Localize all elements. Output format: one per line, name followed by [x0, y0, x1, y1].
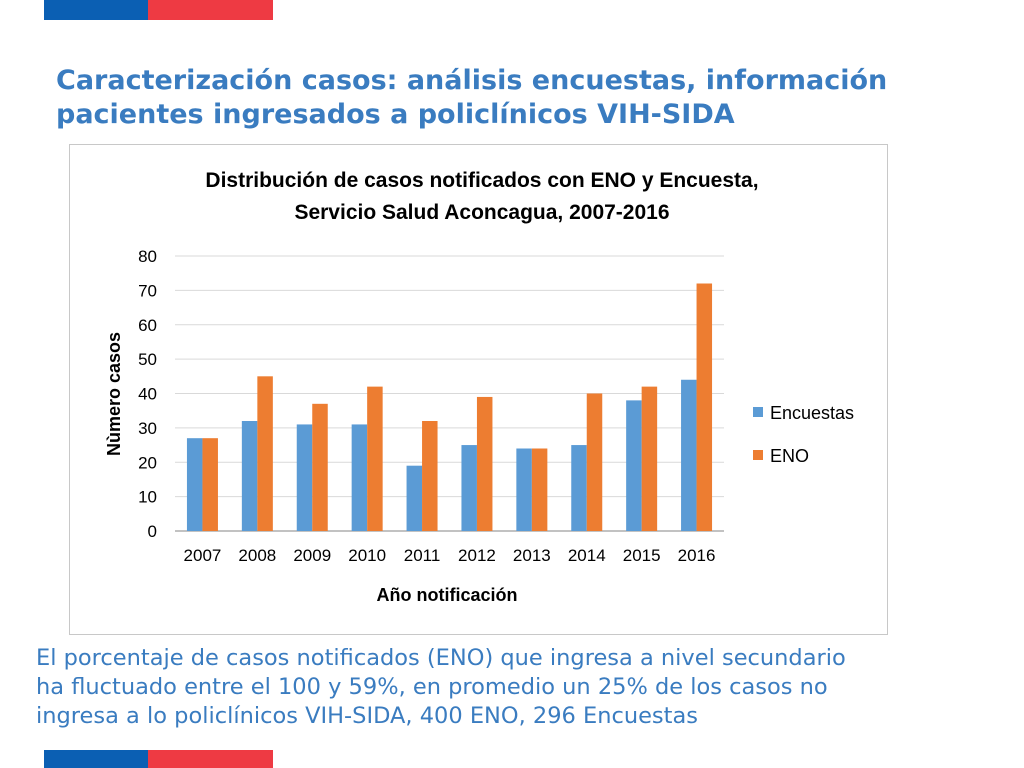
- bar-encuestas-2013: [516, 448, 532, 531]
- bar-layer: [186, 283, 713, 531]
- flag-blue-segment: [44, 0, 148, 20]
- bar-eno-2009: [312, 403, 328, 531]
- y-tick-label: 80: [138, 247, 157, 266]
- y-tick-label: 10: [138, 488, 157, 507]
- bar-eno-2012: [476, 396, 493, 531]
- x-tick-label: 2007: [184, 546, 222, 565]
- caption-line-2: ha fluctuado entre el 100 y 59%, en prom…: [36, 674, 828, 700]
- bar-chart: 0 10 20 30 40 50 60 70 80 2007 2008 2009 2010 2011 201…: [104, 169, 854, 605]
- x-tick-label: 2008: [238, 546, 276, 565]
- slide-caption: El porcentaje de casos notificados (ENO)…: [36, 644, 996, 731]
- bar-encuestas-2008: [241, 421, 258, 531]
- x-tick-label: 2009: [293, 546, 331, 565]
- bar-eno-2014: [586, 393, 603, 531]
- y-axis-label: Nùmero casos: [104, 332, 124, 456]
- y-tick-label: 60: [138, 316, 157, 335]
- bar-eno-2013: [531, 448, 548, 531]
- x-axis-label: Año notificación: [377, 585, 518, 605]
- bar-encuestas-2009: [296, 424, 313, 531]
- y-tick-label: 70: [138, 281, 157, 300]
- caption-line-1: El porcentaje de casos notificados (ENO)…: [36, 645, 846, 671]
- bar-eno-2008: [257, 376, 273, 531]
- y-tick-label: 50: [138, 350, 157, 369]
- bottom-flag-bar: [44, 750, 273, 768]
- x-tick-label: 2015: [623, 546, 661, 565]
- slide-title-line-1: Caracterización casos: análisis encuesta…: [56, 65, 888, 96]
- x-tick-label: 2011: [404, 546, 441, 565]
- tick-layer: 0 10 20 30 40 50 60 70 80 2007 2008 2009 2010 2011 201…: [138, 247, 715, 565]
- bar-eno-2007: [202, 438, 218, 531]
- x-tick-label: 2013: [513, 546, 551, 565]
- bar-eno-2010: [367, 386, 383, 531]
- caption-line-3: ingresa a lo policlínicos VIH-SIDA, 400 …: [36, 703, 698, 729]
- x-tick-label: 2012: [458, 546, 496, 565]
- bar-encuestas-2014: [571, 445, 587, 531]
- flag-red-segment-bottom: [148, 750, 273, 768]
- x-tick-label: 2016: [678, 546, 716, 565]
- bar-encuestas-2016: [681, 379, 697, 531]
- bar-encuestas-2007: [186, 438, 203, 531]
- bar-eno-2015: [641, 386, 658, 531]
- legend-label-eno: ENO: [770, 446, 809, 466]
- bar-encuestas-2011: [406, 465, 423, 531]
- bar-eno-2011: [422, 421, 438, 531]
- flag-blue-segment-bottom: [44, 750, 148, 768]
- y-tick-label: 30: [138, 419, 157, 438]
- legend-label-encuestas: Encuestas: [770, 403, 854, 423]
- slide-title: Caracterización casos: análisis encuesta…: [56, 64, 956, 132]
- flag-red-segment: [148, 0, 273, 20]
- chart-frame: 0 10 20 30 40 50 60 70 80 2007 2008 2009 2010 2011 201…: [69, 144, 888, 635]
- x-tick-label: 2010: [348, 546, 386, 565]
- top-flag-bar: [44, 0, 273, 20]
- bar-encuestas-2010: [351, 424, 368, 531]
- legend-swatch-eno: [753, 450, 763, 460]
- y-tick-label: 0: [148, 522, 157, 541]
- x-tick-label: 2014: [568, 546, 606, 565]
- y-tick-label: 40: [138, 385, 157, 404]
- y-tick-label: 20: [138, 453, 157, 472]
- chart-title-line-2: Servicio Salud Aconcagua, 2007-2016: [294, 201, 669, 224]
- bar-eno-2016: [696, 283, 713, 531]
- legend-swatch-encuestas: [753, 407, 763, 417]
- chart-title-line-1: Distribución de casos notificados con EN…: [205, 169, 758, 192]
- slide-title-line-2: pacientes ingresados a policlínicos VIH-…: [56, 99, 735, 130]
- bar-encuestas-2015: [626, 400, 642, 531]
- bar-encuestas-2012: [461, 445, 477, 531]
